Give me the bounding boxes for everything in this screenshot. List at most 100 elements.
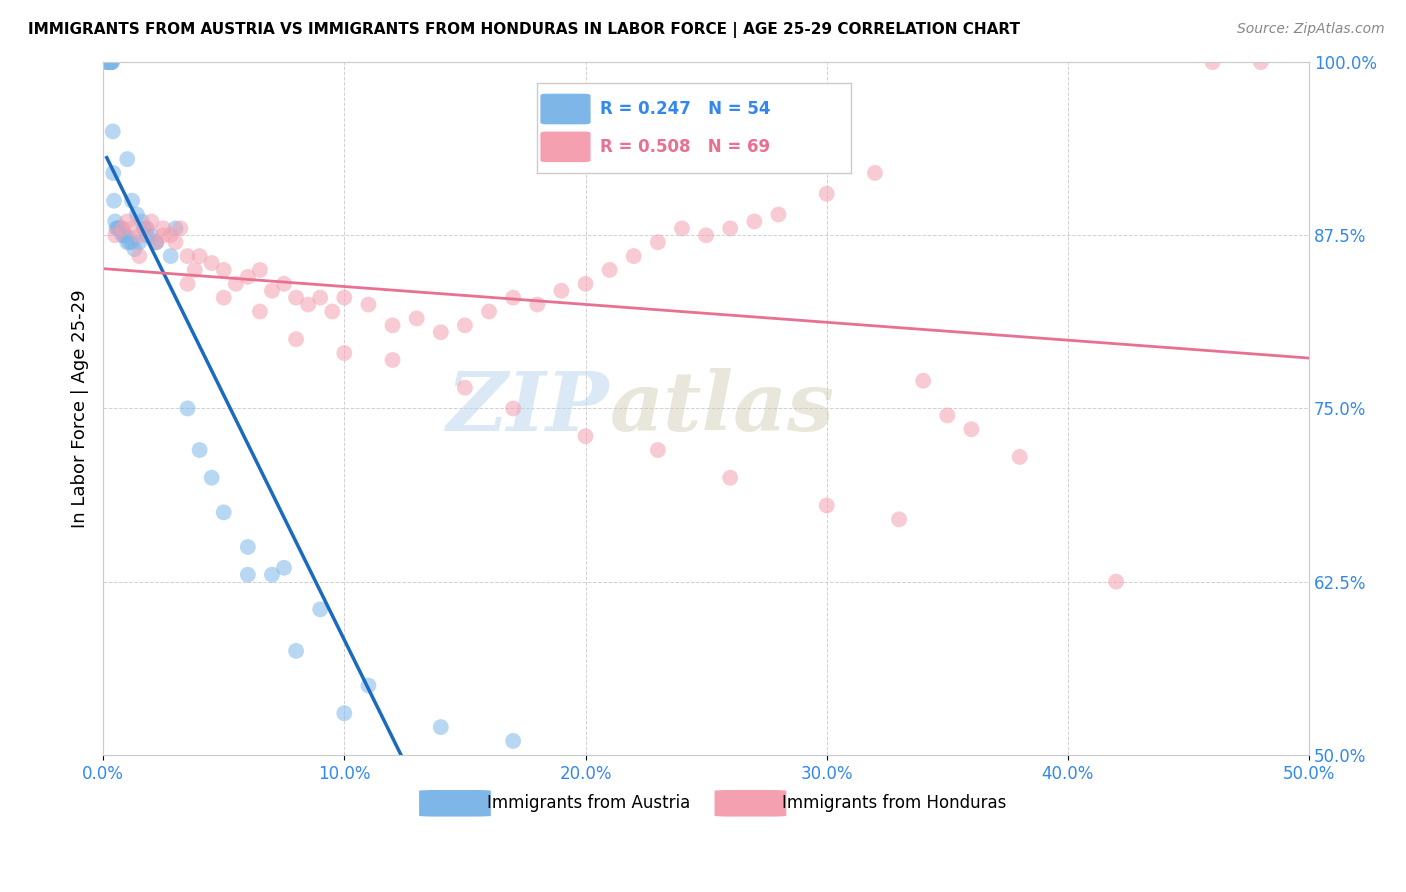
Point — [128, 235, 150, 250]
Point — [117, 152, 139, 166]
Point — [124, 242, 146, 256]
Point — [134, 221, 156, 235]
Point — [526, 297, 548, 311]
Point — [118, 235, 141, 250]
Point — [599, 263, 621, 277]
Point — [121, 194, 143, 208]
Point — [249, 263, 271, 277]
Point — [815, 186, 838, 201]
Point — [125, 207, 148, 221]
Point — [321, 304, 343, 318]
Point — [454, 318, 477, 333]
Point — [145, 235, 167, 250]
Point — [128, 228, 150, 243]
Point — [960, 422, 983, 436]
Point — [96, 55, 118, 70]
Point — [152, 228, 174, 243]
Point — [695, 228, 717, 243]
Point — [98, 55, 121, 70]
Point — [333, 291, 356, 305]
Point — [131, 214, 153, 228]
Point — [115, 228, 138, 243]
Point — [176, 249, 198, 263]
Point — [260, 567, 283, 582]
Point — [107, 221, 129, 235]
Point — [1250, 55, 1272, 70]
Point — [201, 471, 224, 485]
Point — [212, 505, 235, 519]
Point — [98, 55, 121, 70]
Point — [96, 55, 118, 70]
Point — [111, 228, 134, 243]
Point — [103, 194, 125, 208]
Point — [647, 235, 669, 250]
Point — [117, 214, 139, 228]
Point — [135, 221, 157, 235]
Point — [1105, 574, 1128, 589]
Point — [152, 221, 174, 235]
Point — [184, 263, 207, 277]
Point — [815, 499, 838, 513]
Point — [454, 381, 477, 395]
Point — [105, 221, 128, 235]
Point — [309, 291, 332, 305]
Point — [297, 297, 319, 311]
Point — [768, 207, 790, 221]
Point — [100, 55, 122, 70]
Point — [502, 291, 524, 305]
Point — [121, 221, 143, 235]
Point — [863, 166, 886, 180]
Point — [212, 263, 235, 277]
Point — [309, 602, 332, 616]
Point — [236, 269, 259, 284]
Point — [430, 326, 453, 340]
Point — [502, 401, 524, 416]
Point — [201, 256, 224, 270]
Point — [111, 221, 134, 235]
Point — [430, 720, 453, 734]
Point — [936, 409, 959, 423]
Point — [260, 284, 283, 298]
Point — [1201, 55, 1223, 70]
Point — [273, 277, 295, 291]
Point — [212, 291, 235, 305]
Point — [101, 55, 124, 70]
Point — [718, 471, 741, 485]
Point — [188, 443, 211, 458]
Point — [121, 235, 143, 250]
Text: ZIP: ZIP — [447, 368, 610, 449]
Point — [128, 249, 150, 263]
Point — [141, 214, 163, 228]
Point — [647, 443, 669, 458]
Point — [98, 55, 121, 70]
Point — [108, 221, 131, 235]
Point — [97, 55, 120, 70]
Point — [381, 353, 404, 368]
Text: Source: ZipAtlas.com: Source: ZipAtlas.com — [1237, 22, 1385, 37]
Y-axis label: In Labor Force | Age 25-29: In Labor Force | Age 25-29 — [72, 289, 89, 528]
Point — [887, 512, 910, 526]
Point — [357, 297, 380, 311]
Point — [104, 228, 127, 243]
Point — [107, 221, 129, 235]
Point — [671, 221, 693, 235]
Point — [176, 277, 198, 291]
Point — [101, 124, 124, 138]
Point — [145, 235, 167, 250]
Text: IMMIGRANTS FROM AUSTRIA VS IMMIGRANTS FROM HONDURAS IN LABOR FORCE | AGE 25-29 C: IMMIGRANTS FROM AUSTRIA VS IMMIGRANTS FR… — [28, 22, 1021, 38]
Point — [381, 318, 404, 333]
Point — [550, 284, 572, 298]
Point — [225, 277, 247, 291]
Point — [97, 55, 120, 70]
Point — [285, 332, 308, 346]
Text: atlas: atlas — [610, 368, 835, 449]
Point — [405, 311, 427, 326]
Point — [333, 706, 356, 721]
Point — [104, 214, 127, 228]
Point — [103, 166, 125, 180]
Point — [114, 228, 136, 243]
Point — [912, 374, 935, 388]
Point — [744, 214, 766, 228]
Point — [249, 304, 271, 318]
Point — [623, 249, 645, 263]
